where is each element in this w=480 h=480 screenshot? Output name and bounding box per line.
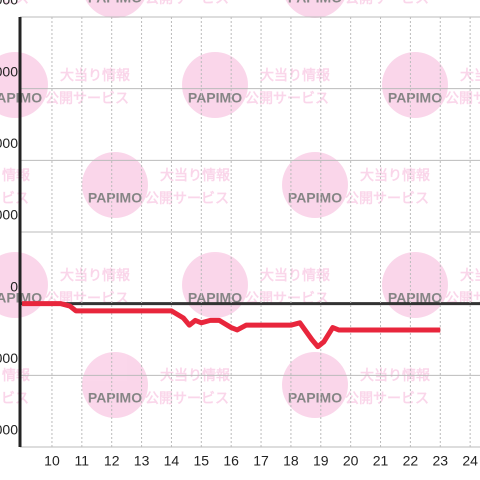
watermark-logo-text: PAPIMO	[388, 90, 442, 106]
y-tick-label: -6,000	[0, 422, 18, 438]
x-tick-label: 22	[403, 453, 419, 469]
watermark-logo	[285, 0, 345, 18]
x-tick-label: 20	[343, 453, 359, 469]
watermark-logo	[82, 352, 148, 418]
watermark-logo-text: PAPIMO	[88, 0, 142, 6]
watermark-text: 大当り情報	[60, 267, 131, 284]
watermark-text: 大当り情報	[60, 67, 131, 84]
watermark-text: 公開サービス	[245, 91, 329, 107]
x-tick-label: 14	[164, 453, 180, 469]
watermark-logo-text: PAPIMO	[288, 0, 342, 6]
watermark-text: 公開サービス	[345, 191, 429, 207]
watermark-text: 公開サービス	[345, 391, 429, 407]
y-tick-label: -3,000	[0, 350, 18, 366]
y-tick-label: 0	[10, 278, 18, 294]
watermark-text: 公開サービス	[145, 0, 229, 7]
y-tick-label: 3,000	[0, 207, 18, 223]
watermark-text: 公開サービス	[0, 0, 29, 7]
watermark-logo	[282, 352, 348, 418]
watermark-text: 公開サービス	[145, 391, 229, 407]
watermark-text: 公開サービス	[145, 191, 229, 207]
watermarks: PAPIMO大当り情報公開サービスPAPIMO大当り情報公開サービスPAPIMO…	[0, 0, 480, 418]
watermark-text: 公開サービス	[0, 191, 29, 207]
watermark-logo-text: PAPIMO	[88, 190, 142, 206]
watermark-logo-text: PAPIMO	[388, 290, 442, 306]
watermark-logo	[382, 52, 448, 118]
y-tick-label: 12,000	[0, 0, 18, 8]
y-tick-label: 9,000	[0, 63, 18, 79]
watermark-logo	[182, 252, 248, 318]
watermark-logo	[282, 152, 348, 218]
watermark-logo-text: PAPIMO	[88, 390, 142, 406]
watermark-text: 公開サービス	[345, 0, 429, 7]
x-tick-label: 11	[75, 453, 90, 469]
watermark-text: 公開サービス	[0, 391, 29, 407]
watermark-logo	[382, 252, 448, 318]
x-tick-label: 21	[373, 453, 389, 469]
y-tick-label: 6,000	[0, 135, 18, 151]
watermark-text: 大当り情報	[360, 167, 431, 184]
x-tick-label: 13	[134, 453, 150, 469]
watermark-text: 公開サービス	[445, 91, 480, 107]
x-tick-label: 16	[223, 453, 239, 469]
watermark-logo	[0, 252, 48, 318]
x-tick-label: 10	[44, 453, 60, 469]
watermark-logo-text: PAPIMO	[288, 190, 342, 206]
watermark-text: 大当り情報	[260, 67, 331, 84]
x-tick-label: 24	[462, 453, 478, 469]
x-tick-label: 15	[194, 453, 210, 469]
x-tick-label: 18	[283, 453, 299, 469]
watermark-text: 大当り情報	[260, 267, 331, 284]
x-tick-label: 12	[104, 453, 120, 469]
watermark-logo-text: PAPIMO	[188, 90, 242, 106]
watermark-logo	[0, 52, 48, 118]
data-line	[22, 301, 441, 350]
watermark-logo-text: PAPIMO	[288, 390, 342, 406]
watermark-text: 大当り情報	[160, 167, 231, 184]
watermark-text: 大当り情報	[0, 367, 31, 384]
watermark-logo	[85, 0, 145, 18]
watermark-text: 大当り情報	[460, 67, 480, 84]
x-tick-label: 17	[253, 453, 269, 469]
watermark-text: 大当り情報	[0, 167, 31, 184]
x-tick-label: 19	[313, 453, 329, 469]
plot	[22, 301, 441, 350]
x-tick-label: 23	[432, 453, 448, 469]
watermark-text: 公開サービス	[45, 91, 129, 107]
watermark-text: 大当り情報	[460, 267, 480, 284]
watermark-logo	[82, 152, 148, 218]
watermark-logo	[182, 52, 248, 118]
grid: -6,000 -3,000 0 3,000 6,000 9,000 12,000 10 11 12…	[0, 0, 480, 469]
